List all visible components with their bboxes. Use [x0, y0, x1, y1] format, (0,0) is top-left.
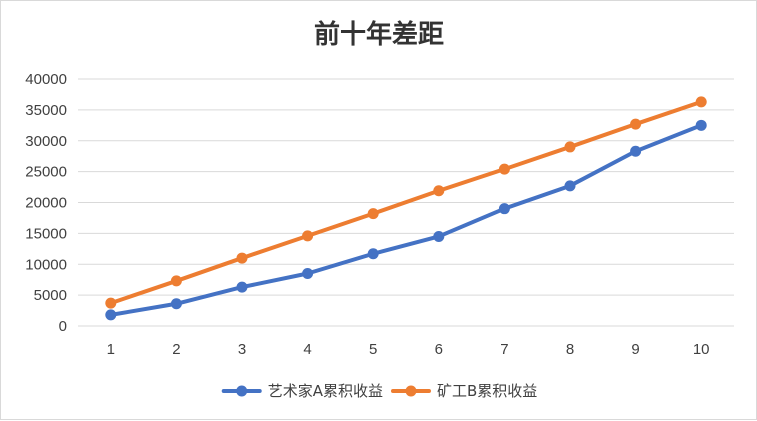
y-tick-label: 25000: [25, 164, 67, 181]
chart-title: 前十年差距: [314, 19, 444, 50]
data-point: [236, 281, 248, 293]
x-tick-label: 7: [500, 341, 508, 358]
y-tick-label: 15000: [25, 225, 67, 242]
legend-label: 矿工B累积收益: [437, 382, 537, 400]
x-tick-label: 2: [172, 341, 180, 358]
series-2: [105, 96, 707, 309]
x-tick-label: 3: [238, 341, 246, 358]
x-tick-label: 8: [566, 341, 574, 358]
data-point: [695, 96, 707, 108]
y-tick-label: 35000: [25, 102, 67, 119]
x-tick-label: 5: [369, 341, 377, 358]
legend-item: 艺术家A累积收益: [221, 382, 383, 400]
x-tick-label: 1: [107, 341, 115, 358]
data-point: [302, 230, 314, 242]
y-tick-label: 30000: [25, 133, 67, 150]
x-tick-label: 10: [693, 341, 710, 358]
series-line: [108, 99, 704, 306]
data-point: [170, 275, 182, 287]
y-tick-label: 10000: [25, 256, 67, 273]
y-tick-label: 20000: [25, 195, 67, 212]
data-point: [564, 141, 576, 153]
x-axis-ticks: 1 2 3 4 5 6 7 8 9 10: [107, 341, 710, 358]
data-point: [367, 208, 379, 220]
y-tick-label: 5000: [34, 287, 67, 304]
data-point: [433, 185, 445, 197]
data-point: [105, 297, 117, 309]
y-tick-label: 40000: [25, 71, 67, 88]
legend-dot-marker: [405, 385, 417, 397]
data-point: [302, 268, 314, 280]
x-tick-label: 4: [303, 341, 311, 358]
legend-item: 矿工B累积收益: [390, 382, 537, 400]
data-point: [564, 180, 576, 192]
data-point: [498, 203, 510, 215]
data-point: [630, 145, 642, 157]
data-point: [433, 230, 445, 242]
legend-dot-marker: [236, 385, 248, 397]
series-1: [105, 119, 707, 321]
data-point: [236, 252, 248, 264]
data-point: [170, 298, 182, 310]
series-layer: [105, 96, 707, 321]
x-tick-label: 6: [435, 341, 443, 358]
series-line: [108, 123, 704, 317]
legend: 艺术家A累积收益 矿工B累积收益: [221, 382, 537, 400]
y-tick-label: 0: [59, 318, 67, 335]
data-point: [695, 119, 707, 131]
data-point: [630, 118, 642, 130]
data-point: [105, 309, 117, 321]
y-axis-ticks: 0 5000 10000 15000 20000 25000 30000 35000 40000: [25, 71, 67, 335]
legend-label: 艺术家A累积收益: [268, 382, 383, 400]
x-tick-label: 9: [631, 341, 639, 358]
data-point: [367, 248, 379, 260]
data-point: [498, 163, 510, 175]
